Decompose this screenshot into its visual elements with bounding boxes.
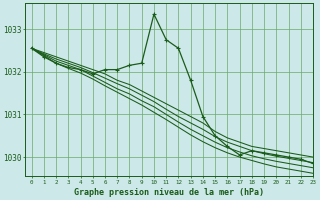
X-axis label: Graphe pression niveau de la mer (hPa): Graphe pression niveau de la mer (hPa) [74, 188, 264, 197]
